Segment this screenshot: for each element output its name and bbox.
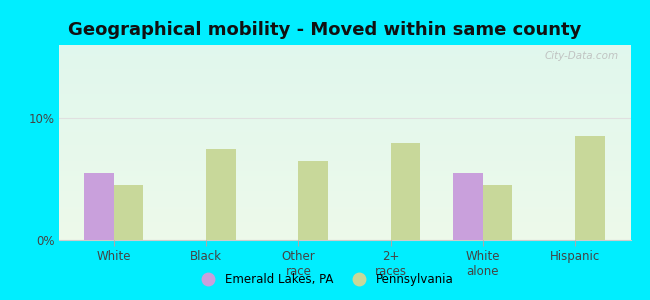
Bar xyxy=(453,173,483,240)
Text: City-Data.com: City-Data.com xyxy=(545,51,619,61)
Bar xyxy=(84,173,114,240)
Legend: Emerald Lakes, PA, Pennsylvania: Emerald Lakes, PA, Pennsylvania xyxy=(192,269,458,291)
Bar xyxy=(483,185,512,240)
Bar xyxy=(114,185,144,240)
Bar xyxy=(391,142,420,240)
Bar xyxy=(575,136,604,240)
Bar xyxy=(206,148,236,240)
Bar xyxy=(298,161,328,240)
Text: Geographical mobility - Moved within same county: Geographical mobility - Moved within sam… xyxy=(68,21,582,39)
